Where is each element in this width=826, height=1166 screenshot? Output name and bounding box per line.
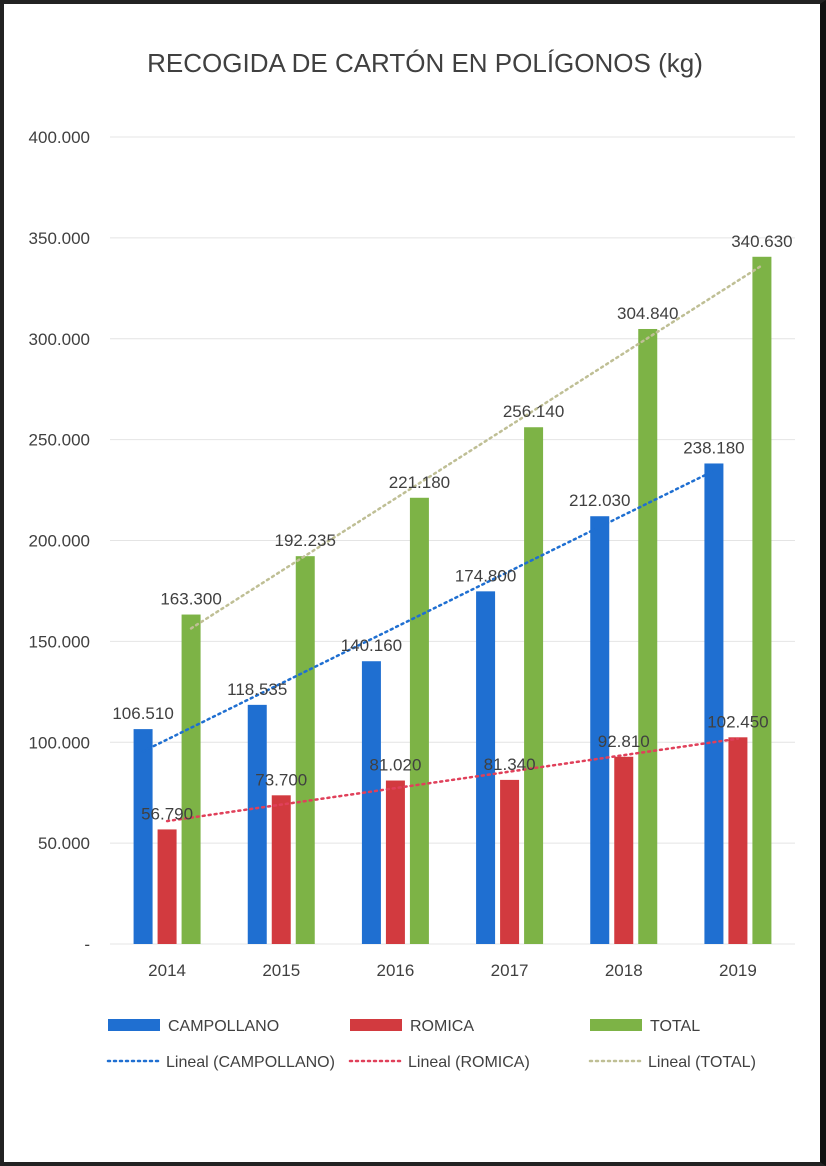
- data-label-total-2014: 163.300: [160, 590, 221, 609]
- data-label-romica-2016: 81.020: [369, 756, 421, 775]
- legend-trend-label: Lineal (TOTAL): [648, 1054, 756, 1071]
- gridlines: [110, 136, 795, 945]
- bar-total-2015: [295, 556, 315, 944]
- bar-total-2019: [752, 256, 772, 945]
- data-label-romica-2019: 102.450: [707, 712, 768, 731]
- x-tick-label: 2014: [148, 961, 186, 980]
- bar-total-2017: [524, 427, 544, 944]
- bar-romica-2015: [271, 795, 291, 944]
- trendline-romica: [165, 737, 740, 823]
- legend-swatch-total: [590, 1019, 642, 1031]
- y-tick-label: 250.000: [29, 431, 90, 450]
- data-labels: 106.510 118.535 140.160 174.800 212.030 238.1…: [112, 232, 792, 824]
- bar-romica-2017: [500, 779, 520, 944]
- data-label-campollano-2016: 140.160: [341, 636, 402, 655]
- legend: CAMPOLLANO ROMICA TOTAL Lineal (CAMPOLLANO)…: [106, 1018, 756, 1071]
- data-label-total-2015: 192.235: [275, 531, 336, 550]
- y-tick-label: 50.000: [38, 834, 90, 853]
- data-label-total-2017: 256.140: [503, 402, 564, 421]
- data-label-campollano-2017: 174.800: [455, 566, 516, 585]
- bar-total-2016: [409, 497, 429, 944]
- y-tick-label: 300.000: [29, 330, 90, 349]
- data-label-romica-2018: 92.810: [598, 732, 650, 751]
- bar-campollano-2015: [247, 704, 267, 944]
- data-label-campollano-2018: 212.030: [569, 491, 630, 510]
- y-axis-ticks: - 50.000 100.000 150.000 200.000 250.000 300.0…: [29, 128, 90, 954]
- bar-campollano-2016: [361, 661, 381, 944]
- x-tick-label: 2017: [491, 961, 529, 980]
- bar-total-2014: [181, 614, 201, 944]
- data-label-romica-2014: 56.790: [141, 804, 193, 823]
- legend-label-campollano: CAMPOLLANO: [168, 1018, 279, 1035]
- trendline-total: [189, 264, 764, 630]
- y-tick-label: 350.000: [29, 229, 90, 248]
- bar-campollano-2017: [476, 591, 496, 944]
- y-tick-label: -: [84, 935, 90, 954]
- trendline-campollano: [141, 469, 716, 753]
- data-label-total-2018: 304.840: [617, 304, 678, 323]
- data-label-campollano-2015: 118.535: [227, 680, 287, 699]
- x-tick-label: 2015: [262, 961, 300, 980]
- bar-campollano-2018: [590, 516, 610, 944]
- trendlines: [141, 264, 764, 823]
- legend-swatch-romica: [350, 1019, 402, 1031]
- y-tick-label: 150.000: [29, 632, 90, 651]
- x-tick-label: 2016: [377, 961, 415, 980]
- data-label-romica-2017: 81.340: [484, 755, 536, 774]
- y-tick-label: 100.000: [29, 733, 90, 752]
- legend-swatch-campollano: [108, 1019, 160, 1031]
- data-label-romica-2015: 73.700: [255, 770, 307, 789]
- x-tick-label: 2019: [719, 961, 757, 980]
- bar-romica-2018: [614, 756, 634, 944]
- bar-campollano-2014: [133, 729, 153, 944]
- chart-title: RECOGIDA DE CARTÓN EN POLÍGONOS (kg): [147, 48, 703, 78]
- x-axis-ticks: 2014 2015 2016 2017 2018 2019: [148, 961, 757, 980]
- x-tick-label: 2018: [605, 961, 643, 980]
- bar-romica-2016: [385, 780, 405, 944]
- data-label-campollano-2014: 106.510: [112, 704, 173, 723]
- bar-total-2018: [638, 328, 658, 944]
- data-label-campollano-2019: 238.180: [683, 438, 744, 457]
- y-tick-label: 200.000: [29, 532, 90, 551]
- y-tick-label: 400.000: [29, 128, 90, 147]
- legend-label-romica: ROMICA: [410, 1018, 474, 1035]
- data-label-total-2019: 340.630: [731, 232, 792, 251]
- legend-trend-label: Lineal (ROMICA): [408, 1054, 530, 1071]
- data-label-total-2016: 221.180: [389, 473, 450, 492]
- bar-romica-2019: [728, 737, 748, 944]
- bar-romica-2014: [157, 829, 177, 944]
- bars: [133, 256, 772, 945]
- legend-label-total: TOTAL: [650, 1018, 700, 1035]
- bar-campollano-2019: [704, 463, 724, 944]
- legend-trend-label: Lineal (CAMPOLLANO): [166, 1054, 335, 1071]
